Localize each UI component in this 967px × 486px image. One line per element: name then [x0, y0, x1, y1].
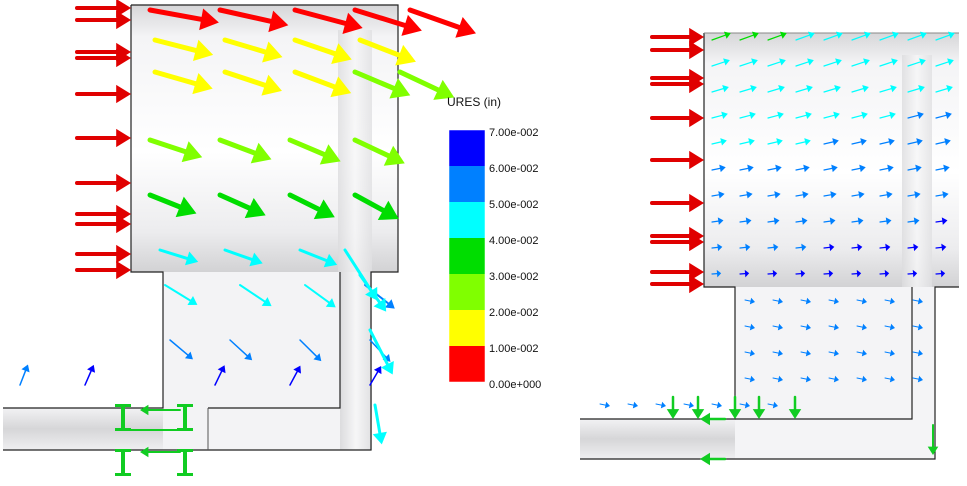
right-model	[580, 33, 959, 459]
legend-label-5: 5.00e-002	[489, 199, 539, 211]
legend-label-7: 7.00e-002	[489, 127, 539, 139]
right-stem	[735, 287, 935, 459]
fixture-icon	[177, 449, 193, 476]
displacement-arrow	[712, 402, 722, 409]
displacement-arrow	[370, 330, 394, 375]
fixture-arrow	[667, 397, 680, 419]
load-arrow	[652, 28, 704, 46]
load-arrow	[77, 0, 131, 17]
legend-title: URES (in)	[447, 95, 501, 109]
displacement-arrow	[20, 364, 30, 385]
legend-swatch	[449, 274, 485, 310]
right-pressure-load-arrows	[652, 28, 704, 293]
legend-label-1: 1.00e-002	[489, 343, 539, 355]
displacement-arrow	[600, 402, 610, 409]
load-arrow	[652, 263, 704, 281]
legend-swatch	[449, 346, 485, 382]
left-block-side	[338, 30, 372, 272]
legend-label-3: 3.00e-002	[489, 271, 539, 283]
color-legend: URES (in) 7.00e-002 6.00e-002 5.00e-002 …	[447, 95, 541, 391]
legend-tick-labels: 7.00e-002 6.00e-002 5.00e-002 4.00e-002 …	[489, 127, 541, 391]
load-arrow	[77, 245, 131, 263]
legend-label-0: 0.00e+000	[489, 379, 541, 391]
load-arrow	[652, 194, 704, 212]
load-arrow	[77, 11, 131, 29]
load-arrow	[652, 275, 704, 293]
legend-color-bar	[449, 130, 485, 382]
legend-swatch	[449, 166, 485, 202]
left-pressure-load-arrows	[77, 0, 131, 279]
displacement-arrow	[410, 10, 476, 38]
legend-label-6: 6.00e-002	[489, 163, 539, 175]
legend-swatch	[449, 202, 485, 238]
legend-swatch	[449, 238, 485, 274]
displacement-arrow	[684, 402, 694, 409]
load-arrow	[77, 129, 131, 147]
load-arrow	[652, 151, 704, 169]
legend-swatch	[449, 130, 485, 166]
displacement-arrow	[85, 365, 95, 385]
left-model	[3, 5, 398, 450]
load-arrow	[77, 261, 131, 279]
legend-label-2: 2.00e-002	[489, 307, 539, 319]
legend-label-4: 4.00e-002	[489, 235, 539, 247]
displacement-arrow	[373, 405, 387, 444]
load-arrow	[652, 109, 704, 127]
left-stem-side	[340, 272, 372, 450]
fixture-icon	[115, 449, 131, 476]
load-arrow	[77, 85, 131, 103]
load-arrow	[652, 41, 704, 59]
displacement-arrow	[628, 402, 638, 409]
load-arrow	[77, 174, 131, 192]
legend-swatch	[449, 310, 485, 346]
displacement-arrow	[656, 402, 666, 409]
fixture-arrow	[692, 397, 705, 419]
